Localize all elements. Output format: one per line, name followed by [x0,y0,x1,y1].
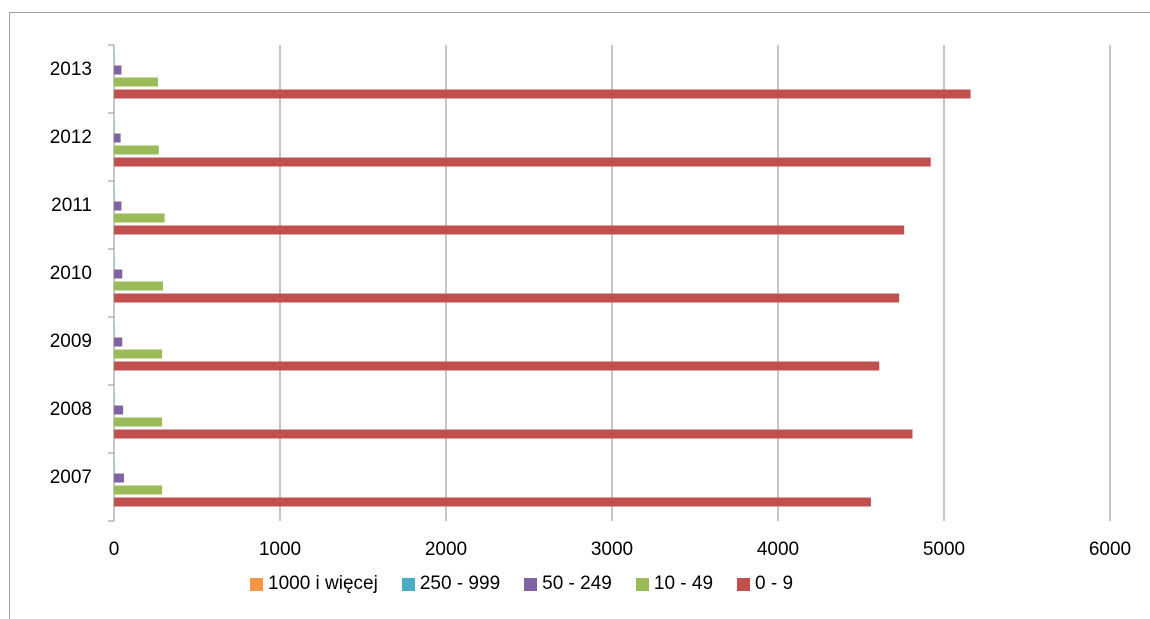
x-tick-label: 3000 [591,539,633,560]
legend-item: 250 - 999 [401,573,501,595]
bar [114,361,880,371]
legend-item: 0 - 9 [737,573,793,595]
legend-label: 10 - 49 [653,573,714,594]
x-tick-label: 5000 [923,539,965,560]
x-tick-label: 2000 [425,539,467,560]
bar [114,349,163,359]
bar [114,393,115,403]
bar [114,201,122,211]
bar [114,77,158,87]
bar [114,325,115,335]
y-tick-label: 2013 [50,59,92,80]
bar [114,405,124,415]
bar [114,257,115,267]
bar [114,225,905,235]
bar [114,337,123,347]
legend-swatch [524,577,538,591]
bar [114,293,900,303]
legend-swatch [250,577,263,591]
legend-label: 50 - 249 [542,573,612,594]
x-tick-label: 4000 [757,539,799,560]
bar [114,189,115,199]
legend-swatch [635,577,649,591]
bar [114,65,122,75]
y-tick-label: 2009 [50,331,92,352]
bar [114,281,163,291]
legend-item: 1000 i więcej [250,573,378,595]
bar [114,121,115,131]
bar [114,133,121,143]
y-tick-label: 2007 [50,467,92,488]
bar [114,53,115,63]
frame-border-top [10,12,1150,13]
bar [114,497,871,507]
bar [114,429,913,439]
bar [114,145,159,155]
legend-swatch [737,577,751,591]
legend-item: 50 - 249 [524,573,612,595]
bar [114,485,163,495]
legend-item: 10 - 49 [635,573,714,595]
y-tick-label: 2010 [50,263,92,284]
y-tick-label: 2011 [51,195,92,216]
bar [114,417,163,427]
legend-swatch [401,577,415,591]
legend-label: 250 - 999 [419,573,501,594]
bar [114,473,124,483]
legend-label: 1000 i więcej [268,573,378,594]
x-tick-label: 6000 [1089,539,1131,560]
bar [114,269,123,279]
legend-label: 0 - 9 [755,573,794,594]
bar [114,89,971,99]
y-tick-label: 2012 [50,127,92,148]
chart-legend: 1000 i więcej 250 - 999 50 - 249 10 - 49 0 -… [250,572,817,596]
bar [114,461,115,471]
frame-border-left [9,12,10,619]
bar [114,157,931,167]
x-tick-label: 0 [109,539,120,560]
x-tick-label: 1000 [259,539,301,560]
bar [114,213,165,223]
y-tick-label: 2008 [50,399,92,420]
